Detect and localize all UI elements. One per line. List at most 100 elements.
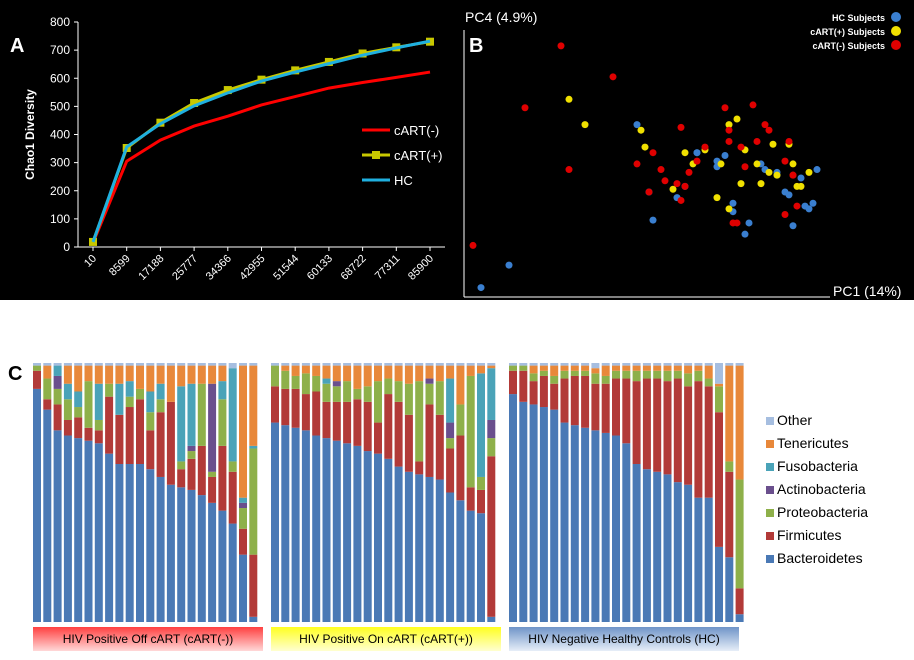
bar-segment-bacteroidetes (281, 425, 290, 622)
bar-segment-proteobacteria (581, 370, 590, 376)
bar-segment-bacteroidetes (136, 464, 144, 622)
bar-segment-proteobacteria (487, 438, 496, 457)
bar-segment-other (394, 363, 403, 366)
bar-segment-firmicutes (642, 378, 651, 470)
bar-segment-proteobacteria (312, 375, 321, 392)
bar-segment-other (291, 363, 300, 366)
bar-segment-firmicutes (218, 445, 227, 511)
bar-segment-bacteroidetes (704, 497, 713, 622)
bar-segment-other (281, 363, 290, 366)
bar-segment-tenericutes (43, 365, 52, 379)
bar-segment-proteobacteria (136, 388, 144, 400)
y-tick-label: 400 (50, 128, 70, 142)
scatter-point (681, 149, 689, 157)
scatter-point (797, 182, 805, 190)
bar-segment-proteobacteria (84, 381, 93, 428)
bar-segment-proteobacteria (653, 370, 662, 379)
scatter-point (765, 126, 773, 134)
bar-segment-other (446, 363, 455, 366)
bar-segment-firmicutes (477, 489, 485, 514)
bar-segment-tenericutes (415, 365, 424, 382)
bar-segment-bacteroidetes (177, 487, 186, 622)
series-point (291, 66, 300, 75)
bar-segment-tenericutes (166, 365, 175, 402)
scatter-point (741, 163, 749, 171)
legend-marker (372, 151, 380, 159)
bar-segment-proteobacteria (663, 370, 672, 382)
bar-segment-bacteroidetes (94, 443, 103, 622)
bar-segment-bacteroidetes (43, 409, 52, 622)
bar-segment-proteobacteria (332, 386, 341, 402)
bar-segment-bacteroidetes (591, 430, 600, 622)
legend-swatch (766, 417, 774, 425)
legend-label: Other (777, 412, 812, 428)
bar-segment-tenericutes (704, 365, 713, 379)
bar-segment-bacteroidetes (208, 502, 217, 622)
legend-label: Actinobacteria (777, 481, 866, 497)
scatter-point (609, 73, 617, 81)
bar-segment-other (550, 363, 559, 366)
scatter-point (637, 126, 645, 134)
bar-segment-fusobacteria (156, 383, 165, 400)
bar-segment-firmicutes (715, 412, 723, 547)
bar-segment-bacteroidetes (435, 479, 444, 622)
bar-segment-tenericutes (725, 365, 734, 462)
bar-segment-tenericutes (663, 365, 672, 371)
bar-segment-actinobacteria (487, 419, 496, 439)
bar-segment-other (218, 363, 227, 366)
scatter-point (725, 126, 733, 134)
scatter-point (677, 123, 685, 131)
bar-segment-bacteroidetes (384, 458, 393, 622)
bar-segment-proteobacteria (601, 375, 610, 384)
bar-segment-firmicutes (115, 414, 124, 465)
bar-segment-actinobacteria (332, 381, 341, 387)
bar-segment-tenericutes (363, 365, 372, 387)
bar-segment-other (363, 363, 372, 366)
bar-segment-bacteroidetes (291, 427, 300, 622)
bar-segment-bacteroidetes (228, 523, 237, 622)
bar-segment-tenericutes (404, 365, 413, 384)
series-line (91, 40, 431, 243)
bar-segment-bacteroidetes (550, 409, 559, 622)
bar-segment-other (343, 363, 352, 366)
bar-segment-other (539, 363, 548, 366)
bar-segment-firmicutes (94, 430, 103, 444)
bar-segment-other (312, 363, 321, 366)
scatter-point (757, 180, 765, 188)
bar-segment-firmicutes (725, 471, 734, 558)
bar-segment-bacteroidetes (74, 438, 83, 622)
bar-segment-tenericutes (301, 365, 310, 374)
bar-segment-other (715, 363, 723, 384)
scatter-point (469, 241, 477, 249)
bar-segment-tenericutes (581, 365, 590, 371)
x-tick-label: 68722 (339, 253, 369, 283)
scatter-point (633, 160, 641, 168)
bar-segment-tenericutes (456, 365, 465, 405)
bar-segment-fusobacteria (177, 386, 186, 462)
bar-segment-bacteroidetes (343, 443, 352, 622)
legend-swatch (766, 509, 774, 517)
scatter-point (785, 137, 793, 145)
bar-segment-proteobacteria (384, 378, 393, 395)
bar-segment-bacteroidetes (622, 443, 631, 622)
bar-segment-firmicutes (312, 391, 321, 436)
bar-segment-other (684, 363, 693, 366)
bar-segment-proteobacteria (187, 451, 196, 459)
bar-segment-proteobacteria (591, 373, 600, 384)
legend-label: HC Subjects (832, 13, 885, 23)
bar-segment-bacteroidetes (146, 469, 155, 622)
bar-segment-bacteroidetes (601, 432, 610, 622)
bar-segment-tenericutes (570, 365, 579, 371)
legend-label: cART(-) (394, 123, 439, 138)
scatter-point (809, 199, 817, 207)
legend-swatch (766, 532, 774, 540)
bar-segment-other (477, 363, 485, 366)
bar-segment-tenericutes (322, 365, 331, 379)
bar-segment-firmicutes (343, 401, 352, 444)
bar-segment-firmicutes (394, 401, 403, 467)
scatter-point (717, 160, 725, 168)
bar-segment-tenericutes (281, 365, 290, 371)
bar-segment-tenericutes (622, 365, 631, 371)
bar-segment-bacteroidetes (156, 476, 165, 622)
legend-swatch (766, 555, 774, 563)
